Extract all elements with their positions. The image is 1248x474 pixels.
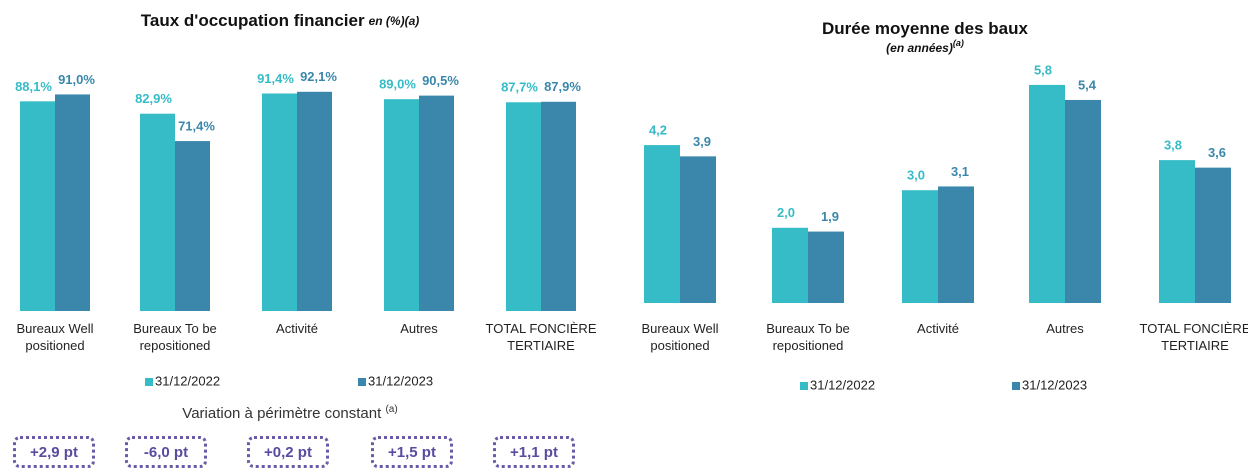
bar xyxy=(140,113,175,311)
bar xyxy=(55,94,90,311)
chart-title-text: Taux d'occupation financier xyxy=(141,11,365,30)
bar xyxy=(20,101,55,312)
value-label: 91,0% xyxy=(58,72,95,87)
value-label: 3,8 xyxy=(1164,138,1182,153)
legend-label: 31/12/2022 xyxy=(810,377,875,392)
category-label: Autres xyxy=(400,321,438,336)
bar xyxy=(1029,84,1065,303)
bar xyxy=(384,99,419,312)
chart-title: Taux d'occupation financier en (%)(a) xyxy=(141,11,420,30)
legend-swatch xyxy=(358,378,366,386)
variation-note: (a) xyxy=(385,404,398,415)
value-label: 89,0% xyxy=(379,77,416,92)
chart-title-text: Durée moyenne des baux xyxy=(822,19,1029,38)
category-label: Autres xyxy=(1046,321,1084,336)
category-label: Activité xyxy=(917,321,959,336)
bar xyxy=(902,190,938,303)
value-label: 92,1% xyxy=(300,69,337,84)
value-label: 87,9% xyxy=(544,79,581,94)
chart-subtitle: (en années)(a) xyxy=(886,38,964,55)
legend-label: 31/12/2023 xyxy=(1022,377,1087,392)
bar xyxy=(772,227,808,303)
bar xyxy=(1159,160,1195,303)
chart-subtitle-note: (a) xyxy=(953,38,964,48)
category-label: Bureaux Well positioned xyxy=(16,321,94,353)
legend-swatch xyxy=(145,378,153,386)
legend-swatch xyxy=(1012,382,1020,390)
value-label: 5,8 xyxy=(1034,62,1052,77)
category-label: Bureaux Well positioned xyxy=(641,321,719,353)
bar xyxy=(1195,167,1231,303)
bar xyxy=(541,101,576,311)
value-label: 3,6 xyxy=(1208,145,1226,160)
bar xyxy=(1065,99,1101,304)
category-label: TOTAL FONCIÈRE TERTIAIRE xyxy=(485,321,597,353)
bar xyxy=(419,95,454,311)
category-label: TOTAL FONCIÈRE TERTIAIRE xyxy=(1139,321,1248,353)
value-label: 3,9 xyxy=(693,134,711,149)
bar xyxy=(506,102,541,311)
variation-title-text: Variation à périmètre constant xyxy=(182,405,382,422)
value-label: 4,2 xyxy=(649,123,667,138)
variation-box: +2,9 pt xyxy=(13,436,95,468)
bar xyxy=(938,186,974,303)
category-label: Bureaux To be repositioned xyxy=(766,321,850,353)
bar xyxy=(262,93,297,311)
legend-label: 31/12/2022 xyxy=(155,373,220,388)
value-label: 71,4% xyxy=(178,119,215,134)
value-label: 88,1% xyxy=(15,79,52,94)
bar xyxy=(680,156,716,303)
variation-box: +1,5 pt xyxy=(371,436,453,468)
value-label: 2,0 xyxy=(777,205,795,220)
value-label: 5,4 xyxy=(1078,77,1097,92)
variation-box: -6,0 pt xyxy=(125,436,207,468)
variation-title: Variation à périmètre constant (a) xyxy=(100,404,480,422)
value-label: 82,9% xyxy=(135,91,172,106)
category-label: Activité xyxy=(276,321,318,336)
category-label: Bureaux To be repositioned xyxy=(133,321,217,353)
bar xyxy=(297,91,332,311)
chart-subtitle: en (%)(a) xyxy=(369,14,420,28)
legend-label: 31/12/2023 xyxy=(368,373,433,388)
legend-swatch xyxy=(800,382,808,390)
chart-title: Durée moyenne des baux xyxy=(822,19,1029,38)
value-label: 87,7% xyxy=(501,80,538,95)
value-label: 3,0 xyxy=(907,168,925,183)
value-label: 3,1 xyxy=(951,164,969,179)
bar xyxy=(644,145,680,303)
value-label: 91,4% xyxy=(257,71,294,86)
bar xyxy=(175,141,210,311)
variation-box: +1,1 pt xyxy=(493,436,575,468)
variation-box: +0,2 pt xyxy=(247,436,329,468)
chart-subtitle-text: (en années) xyxy=(886,41,953,55)
value-label: 1,9 xyxy=(821,209,839,224)
bar xyxy=(808,231,844,303)
value-label: 90,5% xyxy=(422,73,459,88)
